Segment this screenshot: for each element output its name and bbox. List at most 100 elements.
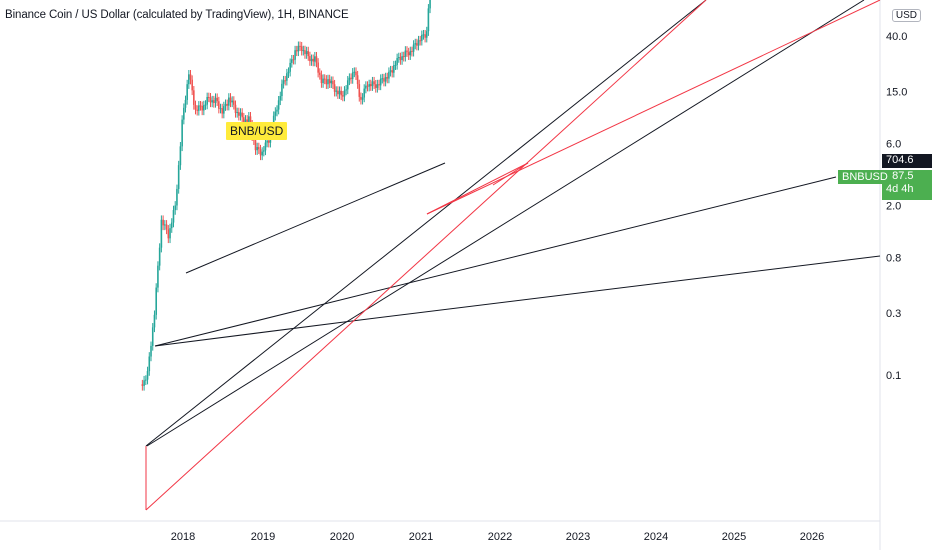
candle-body — [361, 97, 364, 100]
candle — [211, 95, 213, 108]
candle-body — [294, 50, 296, 60]
candle-body — [325, 79, 328, 85]
candle-body — [370, 84, 372, 87]
candle-body — [150, 345, 152, 357]
trendline-black — [145, 0, 707, 447]
current-price-value: 487.5 — [886, 170, 914, 182]
candle-body — [216, 97, 218, 102]
candle — [170, 218, 173, 233]
candle — [241, 108, 243, 122]
time-tick-label: 2020 — [330, 531, 354, 543]
candle — [365, 81, 367, 94]
candle — [181, 115, 183, 152]
candle-body — [363, 88, 366, 98]
candle — [373, 76, 375, 90]
price-tick-label: 2.0 — [886, 200, 901, 212]
candle-body — [170, 222, 173, 229]
candle-body — [148, 356, 151, 372]
candle — [174, 201, 177, 215]
candle-body — [307, 51, 310, 57]
candle-body — [292, 59, 295, 61]
candle-body — [323, 78, 326, 80]
candle — [236, 107, 238, 118]
candle-body — [378, 84, 380, 86]
candle — [378, 79, 380, 91]
candle — [368, 79, 370, 92]
candle — [419, 35, 421, 46]
bnb-usd-label[interactable]: BNB/USD — [226, 122, 288, 140]
candle — [335, 86, 338, 97]
candle — [279, 91, 282, 106]
candle-body — [355, 71, 357, 76]
candle-body — [191, 79, 193, 91]
candle — [219, 103, 222, 114]
candle-body — [394, 64, 397, 66]
candle-body — [322, 78, 324, 84]
candle-body — [386, 77, 389, 79]
candle-body — [146, 371, 149, 380]
candle-body — [172, 210, 175, 223]
time-tick-label: 2023 — [566, 531, 590, 543]
candle — [231, 96, 233, 108]
candle-body — [188, 74, 190, 85]
candle-body — [267, 140, 270, 143]
candle — [356, 70, 359, 89]
candle-body — [295, 50, 298, 52]
candle — [374, 79, 377, 93]
currency-badge[interactable]: USD — [891, 9, 921, 22]
level-704-price: 704.6 — [886, 154, 914, 166]
candle-body — [256, 147, 258, 151]
candle — [153, 310, 156, 333]
candle — [381, 73, 384, 84]
candle — [396, 53, 398, 70]
candle-body — [165, 224, 168, 230]
candle-body — [327, 79, 329, 85]
candle — [286, 68, 288, 86]
candle-body — [373, 81, 375, 85]
candle — [184, 95, 187, 113]
price-tick-label: 40.0 — [886, 31, 907, 43]
candle — [371, 76, 374, 91]
candle — [146, 366, 149, 385]
candle-body — [264, 142, 267, 151]
candle — [206, 92, 208, 110]
candle — [143, 375, 145, 391]
candle — [193, 85, 195, 110]
candle-body — [246, 119, 248, 122]
candle-body — [310, 58, 313, 62]
candle — [264, 138, 267, 156]
candle — [323, 74, 326, 85]
candle-body — [309, 56, 311, 62]
candle-body — [342, 95, 344, 97]
candle-body — [231, 100, 233, 103]
candle-body — [406, 50, 408, 53]
candle-body — [381, 78, 384, 80]
candle-body — [243, 117, 245, 123]
candle-body — [351, 72, 354, 80]
candle-body — [204, 104, 207, 106]
candle — [282, 75, 285, 89]
candle — [317, 58, 319, 78]
candle-body — [318, 72, 321, 75]
candle — [158, 243, 161, 271]
candle-body — [209, 97, 212, 103]
candle-body — [284, 80, 287, 82]
candle — [177, 160, 180, 194]
candle-body — [300, 46, 303, 51]
candle — [258, 142, 260, 154]
candle — [218, 96, 220, 114]
candle — [228, 93, 230, 111]
time-tick-label: 2025 — [722, 531, 746, 543]
candle-body — [328, 79, 331, 84]
candle — [148, 352, 151, 376]
candle — [427, 4, 430, 36]
price-axis: 100000.040000.015000.06000.02400.0120.04… — [886, 31, 907, 382]
candle — [391, 65, 393, 78]
candle-body — [167, 229, 170, 239]
candle — [310, 54, 313, 66]
candle-body — [221, 108, 223, 114]
candle-body — [345, 89, 347, 91]
candle — [355, 67, 357, 80]
